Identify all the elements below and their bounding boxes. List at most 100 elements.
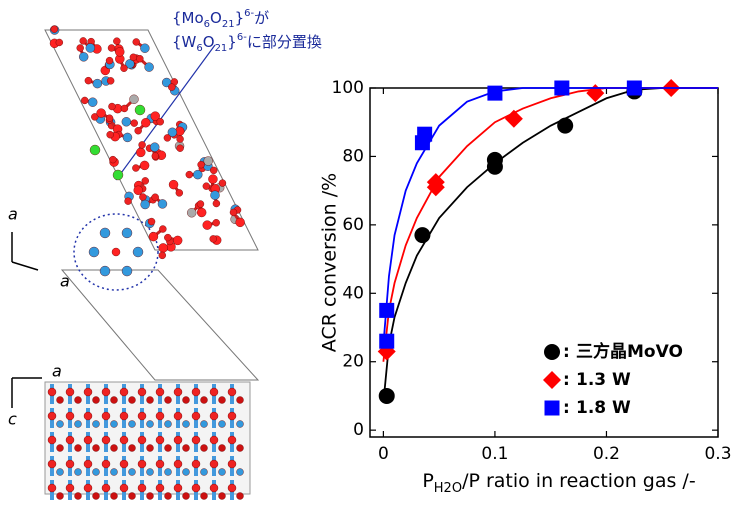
atom <box>204 157 213 166</box>
atom <box>97 109 106 118</box>
atom <box>157 118 164 125</box>
atom <box>183 469 190 476</box>
x-tick-label: 0 <box>378 444 389 464</box>
legend-separator: : <box>563 398 570 418</box>
atom <box>93 421 100 428</box>
unit-cell-top-lower <box>62 270 258 380</box>
atom <box>134 186 143 195</box>
atom <box>237 397 244 404</box>
atom <box>213 219 220 226</box>
axis-letter: c <box>8 410 17 429</box>
point <box>379 303 394 318</box>
text-part: に部分置換 <box>247 33 322 51</box>
atom <box>57 421 64 428</box>
text-part: P <box>422 470 433 492</box>
text-part: {W <box>172 33 197 51</box>
atom <box>84 460 92 468</box>
atom <box>120 388 128 396</box>
atom <box>165 469 172 476</box>
atom <box>203 221 212 230</box>
atom <box>109 156 116 163</box>
atom <box>174 412 182 420</box>
atom <box>150 143 159 152</box>
atom <box>219 421 226 428</box>
atom <box>100 266 110 276</box>
atom <box>174 484 182 492</box>
atom <box>219 180 226 187</box>
atom <box>100 228 110 238</box>
atom <box>186 171 193 178</box>
axis-letter: a <box>8 205 18 224</box>
legend-marker <box>544 344 560 360</box>
atom <box>164 134 171 141</box>
atom <box>113 38 120 45</box>
atom <box>66 460 74 468</box>
fit-curve <box>383 88 718 362</box>
x-tick-label: 0.3 <box>704 444 731 464</box>
y-tick-label: 0 <box>353 420 364 440</box>
atom <box>156 460 164 468</box>
axis-letter: a <box>52 362 62 381</box>
atom <box>201 493 208 500</box>
atom <box>115 47 124 56</box>
atom <box>80 37 87 44</box>
text-part: 6- <box>237 32 247 43</box>
atom <box>168 84 175 91</box>
atom <box>93 469 100 476</box>
atom <box>192 436 200 444</box>
point <box>487 86 502 101</box>
atom <box>141 200 150 209</box>
atom <box>210 388 218 396</box>
atom <box>219 493 226 500</box>
atom <box>210 436 218 444</box>
atom <box>192 388 200 396</box>
atom <box>228 460 236 468</box>
legend-marker <box>545 401 560 416</box>
atom <box>156 412 164 420</box>
atom <box>102 412 110 420</box>
atom <box>174 388 182 396</box>
atom <box>228 412 236 420</box>
atom <box>210 412 218 420</box>
y-tick-label: 80 <box>342 146 364 166</box>
atom <box>138 388 146 396</box>
atom <box>57 445 64 452</box>
atom <box>57 493 64 500</box>
atom <box>123 133 132 142</box>
atom <box>228 388 236 396</box>
text-part: } <box>235 9 245 27</box>
atom <box>81 97 88 104</box>
rich-text: {W6O21}6-に部分置換 <box>172 32 322 54</box>
atom <box>201 421 208 428</box>
atom <box>130 54 137 61</box>
atom <box>203 183 210 190</box>
y-tick-label: 60 <box>342 215 364 235</box>
atom <box>66 484 74 492</box>
atom <box>84 484 92 492</box>
text-part: O <box>203 33 215 51</box>
atom <box>139 194 146 201</box>
atom <box>158 199 167 208</box>
point <box>487 152 503 168</box>
atom <box>89 247 99 257</box>
atom <box>135 105 145 115</box>
x-tick-label: 0.1 <box>481 444 508 464</box>
atom <box>197 208 206 217</box>
atom <box>122 266 132 276</box>
atom <box>201 397 208 404</box>
y-axis-label: ACR conversion /% <box>319 173 341 352</box>
atom <box>145 63 154 72</box>
atom <box>156 436 164 444</box>
atom <box>129 445 136 452</box>
legend-label: 三方晶MoVO <box>576 341 683 362</box>
atom <box>129 421 136 428</box>
atom <box>165 421 172 428</box>
text-part: H2O <box>434 481 462 496</box>
atom <box>138 484 146 492</box>
atom <box>152 153 159 160</box>
text-part: } <box>227 33 237 51</box>
atom <box>177 136 184 143</box>
atom <box>176 189 183 196</box>
atom <box>90 145 100 155</box>
point <box>627 81 642 96</box>
